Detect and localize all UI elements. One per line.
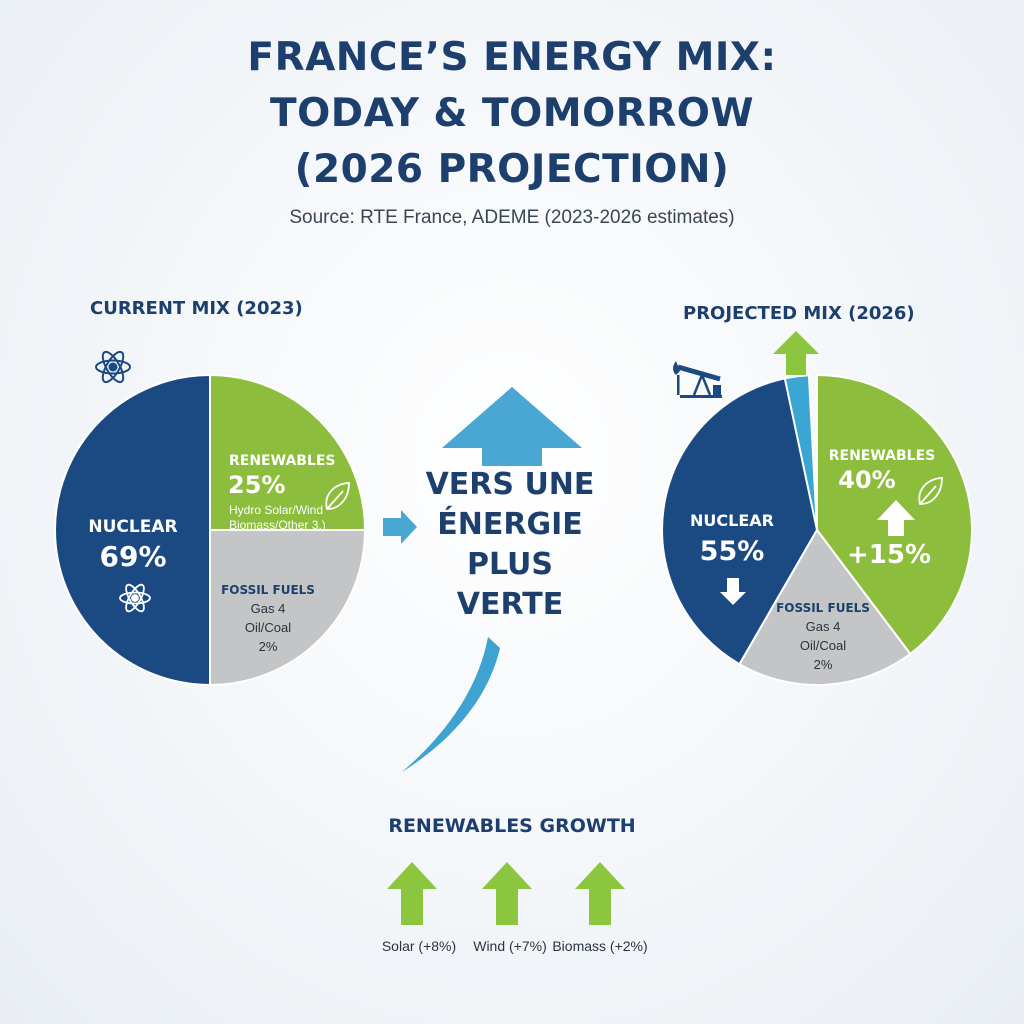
current-renewables-name: RENEWABLES (229, 453, 336, 469)
current-nuclear-value: 69% (99, 540, 166, 573)
growth-label-biomass: Biomass (+2%) (552, 938, 648, 954)
center-line-1: VERS UNE (425, 467, 595, 502)
center-line-3: PLUS (466, 547, 553, 582)
current-renewables-slice (209, 373, 367, 531)
center-line-2: ÉNERGIE (437, 507, 583, 542)
current-fossil-detail-2: Oil/Coal (245, 620, 291, 635)
swoosh-arrow (402, 637, 500, 772)
projected-renewables-change: +15% (847, 540, 931, 570)
current-renewables-value: 25% (228, 471, 285, 499)
title-line-1: FRANCE’S ENERGY MIX: (247, 35, 777, 80)
projected-leaf-icon (918, 477, 943, 505)
growth-label-solar: Solar (+8%) (381, 938, 457, 954)
source-note: Source: RTE France, ADEME (2023-2026 est… (289, 207, 735, 228)
projected-fossil-detail-2: Oil/Coal (800, 638, 846, 653)
big-up-arrow (442, 387, 582, 466)
projected-fossil-detail-1: Gas 4 (806, 619, 841, 634)
growth-label-wind: Wind (+7%) (473, 938, 547, 954)
renewables-growth-arrows (387, 862, 625, 925)
center-message: VERS UNE ÉNERGIE PLUS VERTE (410, 465, 610, 625)
projected-renewables-value: 40% (838, 466, 895, 494)
current-renewables-detail-2: Biomass/Other 3.) (229, 518, 326, 532)
projected-accent-sliver (783, 374, 818, 531)
growth-arrow-wind (482, 862, 532, 925)
projected-fossil-name: FOSSIL FUELS (776, 601, 870, 615)
growth-arrow-solar (387, 862, 437, 925)
center-line-4: VERTE (456, 587, 564, 622)
projected-mix-title: PROJECTED MIX (2026) (683, 303, 915, 324)
current-fossil-detail-1: Gas 4 (251, 601, 286, 616)
current-pie (54, 373, 367, 687)
nuclear-atom-icon (119, 583, 151, 613)
current-renewables-detail-1: Hydro Solar/Wind (229, 503, 323, 517)
current-nuclear-name: NUCLEAR (88, 517, 177, 537)
renewables-up-arrow-icon (877, 500, 915, 536)
nuclear-down-arrow-icon (720, 578, 746, 605)
current-fossil-slice (209, 529, 367, 687)
current-mix-title: CURRENT MIX (2023) (90, 298, 303, 319)
projected-renewables-name: RENEWABLES (829, 448, 936, 464)
oil-pump-icon (673, 361, 722, 398)
page-title: FRANCE’S ENERGY MIX: TODAY & TOMORROW (2… (0, 30, 1024, 198)
projected-nuclear-slice (661, 374, 819, 666)
projected-nuclear-name: NUCLEAR (690, 511, 774, 530)
projected-nuclear-value: 55% (700, 536, 765, 567)
atom-icon (95, 350, 131, 384)
current-nuclear-slice (54, 373, 211, 687)
title-line-2: TODAY & TOMORROW (270, 91, 754, 136)
projected-fossil-detail-3: 2% (814, 657, 833, 672)
title-line-3: (2026 PROJECTION) (294, 147, 730, 192)
projected-fossil-slice (738, 528, 912, 686)
leaf-icon (325, 482, 350, 510)
right-arrow-icon (383, 510, 417, 544)
current-fossil-name: FOSSIL FUELS (221, 583, 315, 597)
current-fossil-detail-3: 2% (259, 639, 278, 654)
growth-title: RENEWABLES GROWTH (388, 815, 636, 837)
growth-arrow-biomass (575, 862, 625, 925)
projected-up-arrow-icon (773, 331, 819, 375)
